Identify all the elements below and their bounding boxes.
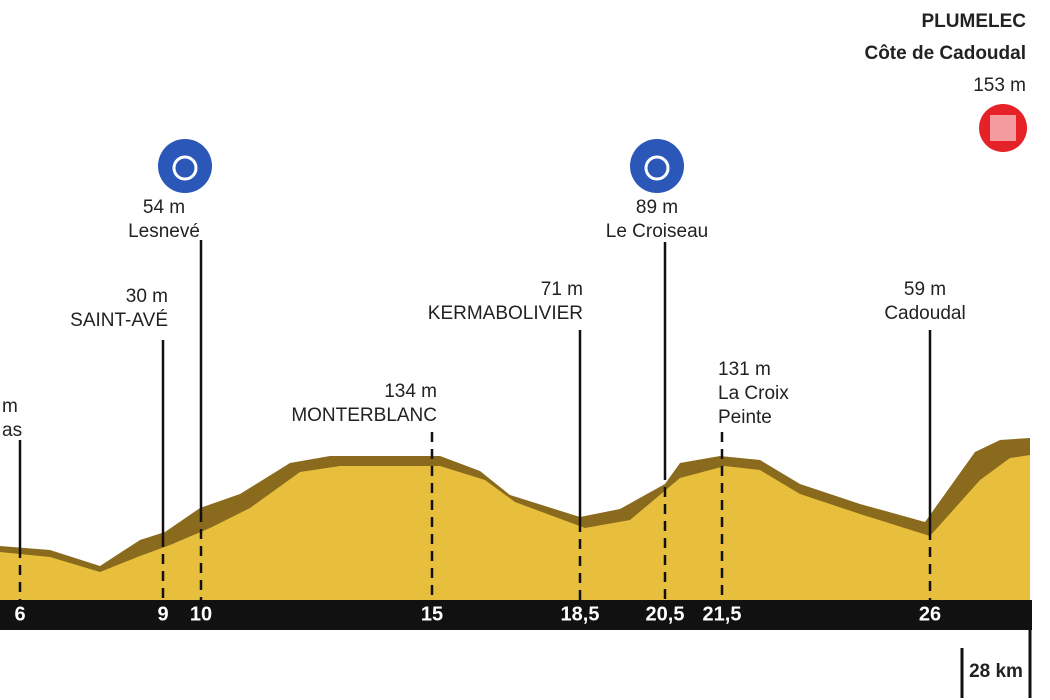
sprint-icon <box>630 139 684 193</box>
distance: 28 km <box>969 661 1023 682</box>
sprint-icon <box>158 139 212 193</box>
place-label: La Croix <box>718 383 789 404</box>
place-label: KERMABOLIVIER <box>428 303 583 324</box>
altitude-label: 89 m <box>636 197 678 218</box>
place-label: as <box>2 420 22 441</box>
finish-name: PLUMELEC <box>922 11 1027 32</box>
altitude-label: 134 m <box>384 381 437 402</box>
km-label: 21,5 <box>703 603 742 625</box>
altitude-label: 30 m <box>126 286 168 307</box>
profile <box>0 455 1030 600</box>
km-label: 18,5 <box>561 603 600 625</box>
place-label: Le Croiseau <box>606 221 708 242</box>
km-label: 9 <box>157 603 168 625</box>
altitude-label: m <box>2 396 18 417</box>
finish-altitude: 153 m <box>973 75 1026 96</box>
km-label: 6 <box>14 603 25 625</box>
place-label: MONTERBLANC <box>291 405 437 426</box>
place-label: Peinte <box>718 407 772 428</box>
km-label: 10 <box>190 603 212 625</box>
altitude-label: 131 m <box>718 359 771 380</box>
finish-icon <box>979 104 1027 152</box>
km-label: 26 <box>919 603 941 625</box>
finish-climb: Côte de Cadoudal <box>864 43 1026 64</box>
km-label: 15 <box>421 603 443 625</box>
place-label: SAINT-AVÉ <box>70 310 168 331</box>
altitude-label: 59 m <box>904 279 946 300</box>
place-label: Cadoudal <box>884 303 965 324</box>
altitude-label: 54 m <box>143 197 185 218</box>
place-label: Lesnevé <box>128 221 200 242</box>
km-bar <box>0 600 1032 630</box>
km-label: 20,5 <box>646 603 685 625</box>
altitude-label: 71 m <box>541 279 583 300</box>
distance-box <box>960 648 1032 698</box>
